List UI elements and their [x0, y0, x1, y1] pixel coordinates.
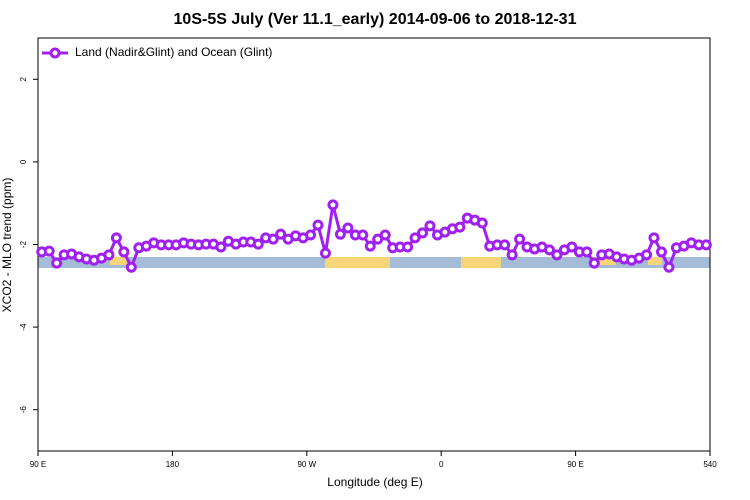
data-point [648, 232, 660, 244]
x-tick-label: 90 W [297, 460, 316, 469]
x-tick-label: 90 E [30, 460, 46, 469]
y-tick-label: -4 [19, 323, 28, 331]
data-point [581, 246, 593, 258]
data-point [110, 232, 122, 244]
data-point [275, 228, 287, 240]
x-tick-label: 540 [703, 460, 717, 469]
data-point [417, 227, 429, 239]
data-point [215, 241, 227, 253]
data-point [700, 239, 712, 251]
data-point [103, 249, 115, 261]
y-tick-label: 0 [19, 159, 28, 164]
data-point [327, 199, 339, 211]
data-point [305, 229, 317, 241]
data-point [357, 229, 369, 241]
data-point [364, 240, 376, 252]
data-point [43, 245, 55, 257]
data-point [506, 249, 518, 261]
data-point [641, 249, 653, 261]
data-point [566, 241, 578, 253]
data-point [379, 229, 391, 241]
y-axis-label: XCO2 - MLO trend (ppm) [0, 178, 14, 313]
chart-title: 10S-5S July (Ver 11.1_early) 2014-09-06 … [174, 11, 577, 28]
data-point [118, 246, 130, 258]
data-point [476, 217, 488, 229]
data-point [312, 219, 324, 231]
data-point [499, 239, 511, 251]
data-point [252, 238, 264, 250]
data-point [334, 228, 346, 240]
data-point [663, 261, 675, 273]
data-point [409, 232, 421, 244]
data-point [125, 261, 137, 273]
data-point [424, 220, 436, 232]
data-point [319, 247, 331, 259]
surface-band [38, 257, 710, 268]
x-tick-label: 180 [166, 460, 180, 469]
y-tick-label: -2 [19, 240, 28, 248]
legend-label: Land (Nadir&Glint) and Ocean (Glint) [75, 45, 272, 59]
legend-marker [49, 47, 61, 59]
data-point [51, 257, 63, 269]
data-point [342, 222, 354, 234]
data-point [551, 249, 563, 261]
x-axis-label: Longitude (deg E) [327, 475, 422, 489]
x-tick-label: 90 E [567, 460, 583, 469]
data-point [402, 241, 414, 253]
data-point [454, 221, 466, 233]
data-point [588, 257, 600, 269]
data-point [514, 233, 526, 245]
y-tick-label: 2 [19, 77, 28, 82]
data-point [267, 233, 279, 245]
x-tick-label: 0 [439, 460, 444, 469]
data-point [655, 246, 667, 258]
data-point [543, 244, 555, 256]
y-tick-label: -6 [19, 406, 28, 414]
